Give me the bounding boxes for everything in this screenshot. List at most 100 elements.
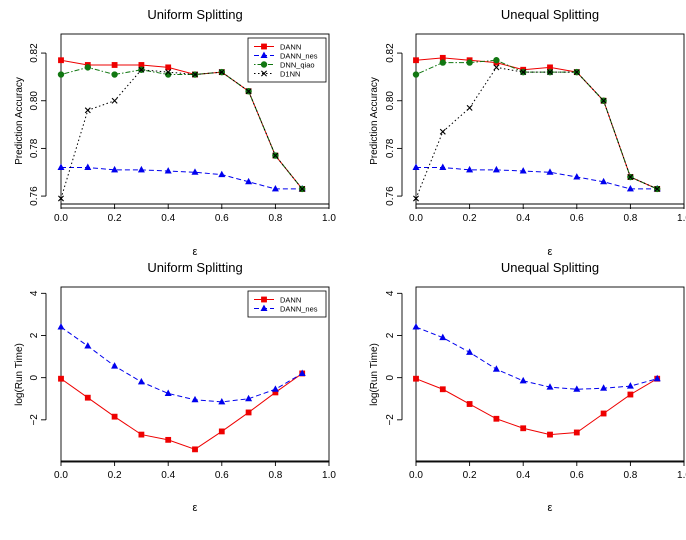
x-tick-label: 1.0 <box>677 470 686 481</box>
data-point <box>600 177 608 185</box>
data-point <box>111 362 119 369</box>
x-tick-label: 0.2 <box>108 470 122 481</box>
data-point <box>466 59 473 66</box>
x-tick-label: 0.4 <box>161 213 175 224</box>
data-point <box>493 57 500 64</box>
series-line <box>415 378 658 436</box>
y-tick-label: 4 <box>385 290 396 296</box>
legend-box <box>247 37 327 83</box>
x-tick-label: 0.0 <box>54 213 68 224</box>
data-point <box>627 391 634 398</box>
data-point <box>492 165 500 173</box>
data-point <box>271 385 279 392</box>
data-point <box>439 386 446 393</box>
y-tick-label: 0.80 <box>385 91 396 111</box>
data-point <box>111 413 118 420</box>
data-point <box>466 165 474 173</box>
x-tick-label: 0.8 <box>623 470 637 481</box>
data-point <box>466 348 474 355</box>
data-point <box>191 168 199 175</box>
legend-marker <box>260 304 268 312</box>
data-point <box>111 165 119 173</box>
chart-title: Uniform Splitting <box>147 260 242 275</box>
data-point <box>165 436 172 443</box>
data-point <box>547 431 553 438</box>
data-point <box>57 163 65 170</box>
data-point <box>57 71 65 78</box>
data-point <box>84 342 92 349</box>
data-point <box>600 97 607 104</box>
x-tick-label: 0.0 <box>54 470 68 481</box>
data-point <box>57 323 65 330</box>
data-point <box>84 64 92 71</box>
series-line <box>415 59 658 190</box>
y-tick-label: −2 <box>29 414 40 426</box>
data-point <box>520 69 527 76</box>
data-point <box>137 165 145 173</box>
data-point <box>84 107 91 114</box>
data-point <box>466 401 473 407</box>
data-point <box>84 394 91 401</box>
y-tick-label: 0 <box>385 374 396 380</box>
data-point <box>138 431 145 438</box>
data-point <box>413 57 419 64</box>
data-point <box>245 409 252 416</box>
data-point <box>111 71 118 78</box>
data-point <box>492 365 500 372</box>
legend-label: DANN_nes <box>280 304 318 313</box>
data-point <box>546 168 554 175</box>
x-tick-label: 0.4 <box>161 470 175 481</box>
data-point <box>573 429 580 436</box>
data-point <box>439 333 447 341</box>
data-point <box>111 97 118 104</box>
legend-label: D1NN <box>280 69 300 78</box>
x-tick-label: 0.2 <box>463 213 477 224</box>
data-point <box>626 382 634 389</box>
series-2 <box>412 323 661 392</box>
legend-label: DANN <box>280 42 301 51</box>
data-point <box>627 174 634 181</box>
chart-panel-4: 0.0 0.2 0.4 0.6 0.8 1.0 −2 0 2 4 Unequal Splitting… <box>369 260 686 514</box>
series-2 <box>412 163 661 192</box>
x-axis-label: ε <box>193 502 198 514</box>
series-line <box>415 326 658 390</box>
plot-frame <box>60 33 330 209</box>
series-dnn-qiao <box>57 64 306 193</box>
x-tick-label: 0.0 <box>409 470 423 481</box>
data-point <box>573 69 580 76</box>
plot-frame <box>60 286 330 463</box>
series-4 <box>413 64 661 202</box>
data-point <box>626 185 634 192</box>
y-tick-label: 0.82 <box>385 43 396 63</box>
data-point <box>192 446 198 453</box>
series-line <box>60 373 303 450</box>
y-axis-label: log(Run Time) <box>369 343 380 406</box>
series-d1nn <box>58 66 306 202</box>
data-point <box>137 377 145 385</box>
data-point <box>218 397 226 405</box>
series-line <box>61 166 303 190</box>
data-point <box>84 163 92 170</box>
data-point <box>653 374 661 382</box>
series-1 <box>413 375 661 438</box>
x-tick-label: 0.0 <box>409 213 423 224</box>
data-point <box>245 177 253 185</box>
data-point <box>439 59 446 66</box>
y-axis-label: log(Run Time) <box>14 343 25 406</box>
x-tick-label: 0.6 <box>570 470 584 481</box>
chart-title: Unequal Splitting <box>501 260 599 275</box>
chart-panel-3: 0.0 0.2 0.4 0.6 0.8 1.0 −2 0 2 4 Uniform Splitting… <box>14 260 336 514</box>
data-point <box>600 384 608 391</box>
x-tick-label: 0.4 <box>516 470 530 481</box>
data-point <box>218 428 225 435</box>
legend-label: DANN_nes <box>280 51 318 60</box>
data-point <box>58 57 64 64</box>
data-point <box>413 375 419 382</box>
data-point <box>412 323 420 330</box>
x-tick-label: 0.8 <box>268 213 282 224</box>
data-point <box>573 173 581 180</box>
x-tick-label: 0.6 <box>215 213 229 224</box>
series-line <box>60 326 303 403</box>
